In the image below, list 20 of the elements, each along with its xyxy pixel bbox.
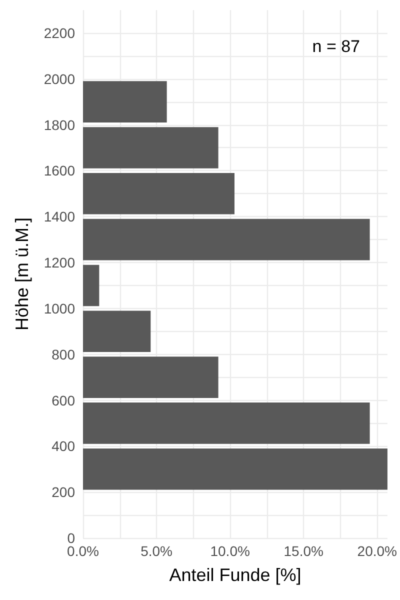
y-tick-label: 800	[52, 346, 76, 362]
y-tick-label: 1000	[44, 300, 76, 316]
y-tick-label: 2200	[44, 24, 76, 41]
y-tick-label: 1400	[44, 208, 76, 225]
x-tick-label: 15.0%	[284, 543, 324, 559]
x-tick-label: 0.0%	[67, 543, 99, 559]
y-tick-label: 600	[52, 392, 76, 408]
x-tick-label: 10.0%	[210, 543, 250, 559]
y-tick-label: 1200	[44, 254, 76, 271]
y-tick-label: 1800	[44, 116, 76, 133]
annotation: n = 87	[312, 37, 360, 56]
y-axis-title: Höhe [m ü.M.]	[12, 217, 32, 331]
x-axis-title: Anteil Funde [%]	[169, 565, 302, 585]
y-tick-label: 400	[52, 438, 76, 454]
x-tick-label: 20.0%	[357, 543, 398, 559]
x-tick-label: 5.0%	[140, 543, 172, 559]
y-tick-label: 0	[67, 530, 76, 546]
y-tick-label: 1600	[44, 162, 76, 179]
y-tick-label: 200	[52, 484, 76, 500]
y-tick-label: 2000	[44, 70, 76, 87]
